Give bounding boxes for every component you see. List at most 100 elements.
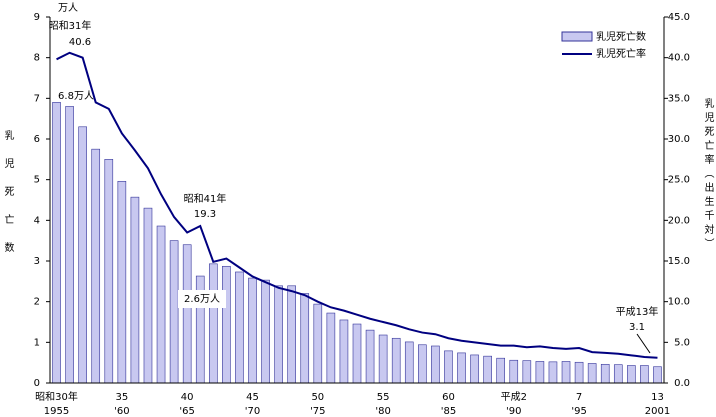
bar bbox=[627, 365, 636, 384]
x-tick-label: 45 bbox=[246, 392, 259, 403]
bar bbox=[365, 329, 375, 384]
line bbox=[56, 51, 658, 359]
bar bbox=[222, 265, 231, 384]
annotation: 19.3 bbox=[194, 209, 216, 220]
bar bbox=[640, 365, 649, 384]
x-tick-label: 2001 bbox=[645, 406, 670, 417]
bar bbox=[326, 312, 336, 384]
bar bbox=[78, 126, 87, 384]
y2-tick-label: 35.0 bbox=[668, 93, 690, 104]
y-tick-label: 9 bbox=[34, 12, 40, 23]
annotation-box bbox=[178, 290, 226, 308]
legend: 乳児死亡数 乳児死亡率 bbox=[561, 30, 646, 60]
x-tick-label: '80 bbox=[375, 406, 390, 417]
x-tick-label: 40 bbox=[181, 392, 194, 403]
bar bbox=[496, 357, 506, 384]
bar bbox=[65, 106, 74, 384]
bar bbox=[104, 159, 114, 384]
bar bbox=[418, 344, 427, 384]
bar bbox=[248, 277, 257, 384]
bar bbox=[117, 180, 127, 384]
y2-tick-label: 25.0 bbox=[668, 175, 690, 186]
y-tick-label: 7 bbox=[34, 93, 40, 104]
bar bbox=[182, 244, 192, 384]
bar bbox=[535, 361, 545, 384]
y2-axis-label: 乳児死亡率（出生千対） bbox=[702, 97, 714, 252]
annotation: 6.8万人 bbox=[58, 90, 94, 102]
bar bbox=[431, 345, 440, 384]
bar bbox=[274, 285, 283, 384]
bar bbox=[587, 363, 597, 384]
bar bbox=[313, 303, 323, 384]
bar bbox=[653, 366, 662, 384]
y2-tick-label: 40.0 bbox=[668, 53, 690, 64]
bar bbox=[287, 285, 296, 384]
y-tick-label: 8 bbox=[34, 53, 40, 64]
legend-swatch bbox=[561, 31, 593, 42]
y-tick-label: 6 bbox=[34, 134, 40, 145]
y-axis-label: 乳児死亡数 bbox=[2, 129, 14, 270]
bar bbox=[235, 271, 244, 384]
x-tick-label: '65 bbox=[179, 406, 194, 417]
bar bbox=[130, 196, 140, 384]
bar bbox=[457, 352, 466, 384]
bar bbox=[522, 360, 532, 384]
bar bbox=[470, 354, 479, 384]
bar bbox=[404, 341, 414, 384]
bar bbox=[208, 263, 218, 384]
x-tick-label: 50 bbox=[311, 392, 324, 403]
annotation-arrow bbox=[636, 333, 651, 354]
bar bbox=[339, 319, 349, 384]
bar bbox=[600, 363, 610, 384]
y2-tick-label: 15.0 bbox=[668, 256, 690, 267]
annotation-title: 平成13年 bbox=[616, 305, 659, 318]
bar bbox=[483, 355, 492, 384]
annotation: 2.6万人 bbox=[184, 293, 220, 305]
bar bbox=[574, 361, 584, 384]
annotation-title: 昭和31年 bbox=[49, 19, 92, 32]
bar bbox=[143, 207, 153, 384]
y2-tick-label: 45.0 bbox=[668, 12, 690, 23]
x-tick-label: '95 bbox=[571, 406, 586, 417]
y-tick-label: 3 bbox=[34, 256, 40, 267]
legend-label: 乳児死亡率 bbox=[596, 47, 646, 60]
x-tick-label: 55 bbox=[377, 392, 390, 403]
x-tick-label: 1955 bbox=[44, 406, 69, 417]
bar bbox=[300, 293, 310, 384]
annotation-title: 昭和41年 bbox=[184, 192, 227, 205]
y2-tick-label: 10.0 bbox=[668, 297, 690, 308]
bar bbox=[509, 359, 519, 384]
bar bbox=[52, 102, 61, 384]
y-tick-label: 4 bbox=[34, 215, 40, 226]
bar bbox=[444, 350, 453, 384]
annotation: 40.6 bbox=[69, 37, 91, 48]
y2-tick-label: 30.0 bbox=[668, 134, 690, 145]
x-tick-label: '85 bbox=[441, 406, 456, 417]
bar bbox=[548, 361, 558, 384]
y2-tick-label: 20.0 bbox=[668, 215, 690, 226]
x-tick-label: '90 bbox=[506, 406, 521, 417]
y2-tick-label: 5.0 bbox=[674, 337, 690, 348]
bar bbox=[352, 323, 362, 384]
bar bbox=[391, 337, 401, 384]
y-tick-label: 1 bbox=[34, 337, 40, 348]
x-tick-label: 平成2 bbox=[501, 391, 527, 403]
bar bbox=[378, 334, 388, 384]
annotation: 3.1 bbox=[629, 322, 645, 333]
y-unit: 万人 bbox=[58, 2, 78, 14]
bar bbox=[91, 148, 101, 384]
y-tick-label: 5 bbox=[34, 175, 40, 186]
y-tick-label: 0 bbox=[34, 378, 40, 389]
bar bbox=[156, 225, 166, 384]
plot: 01234567890.05.010.015.020.025.030.035.0… bbox=[34, 12, 690, 417]
x-tick-label: 7 bbox=[576, 392, 582, 403]
x-tick-label: '60 bbox=[114, 406, 129, 417]
y2-tick-label: 0.0 bbox=[674, 378, 690, 389]
bar bbox=[613, 364, 623, 384]
x-tick-label: '70 bbox=[245, 406, 260, 417]
x-tick-label: '75 bbox=[310, 406, 325, 417]
bar bbox=[169, 240, 179, 384]
bar bbox=[261, 279, 270, 384]
bar bbox=[561, 361, 571, 384]
x-tick-label: 13 bbox=[651, 392, 664, 403]
